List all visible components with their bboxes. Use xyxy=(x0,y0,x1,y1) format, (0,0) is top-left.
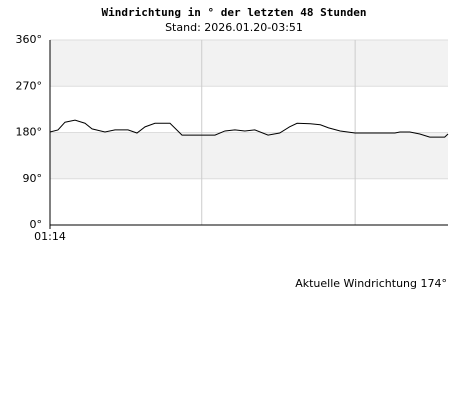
line-series xyxy=(49,119,449,138)
band xyxy=(50,178,448,225)
y-tick-label: 180° xyxy=(16,126,43,139)
y-tick-label: 270° xyxy=(16,79,43,92)
y-tick-label: 0° xyxy=(30,218,43,231)
x-tick-label: 01:14 xyxy=(34,230,66,243)
chart-subtitle: Stand: 2026.01.20-03:51 xyxy=(165,21,303,34)
annotation: Aktuelle Windrichtung 174° xyxy=(295,277,447,290)
y-tick-label: 90° xyxy=(23,172,43,185)
band xyxy=(50,86,448,133)
band xyxy=(50,132,448,179)
band xyxy=(50,40,448,87)
chart-title: Windrichtung in ° der letzten 48 Stunden xyxy=(102,6,367,19)
y-tick-label: 360° xyxy=(16,33,43,46)
